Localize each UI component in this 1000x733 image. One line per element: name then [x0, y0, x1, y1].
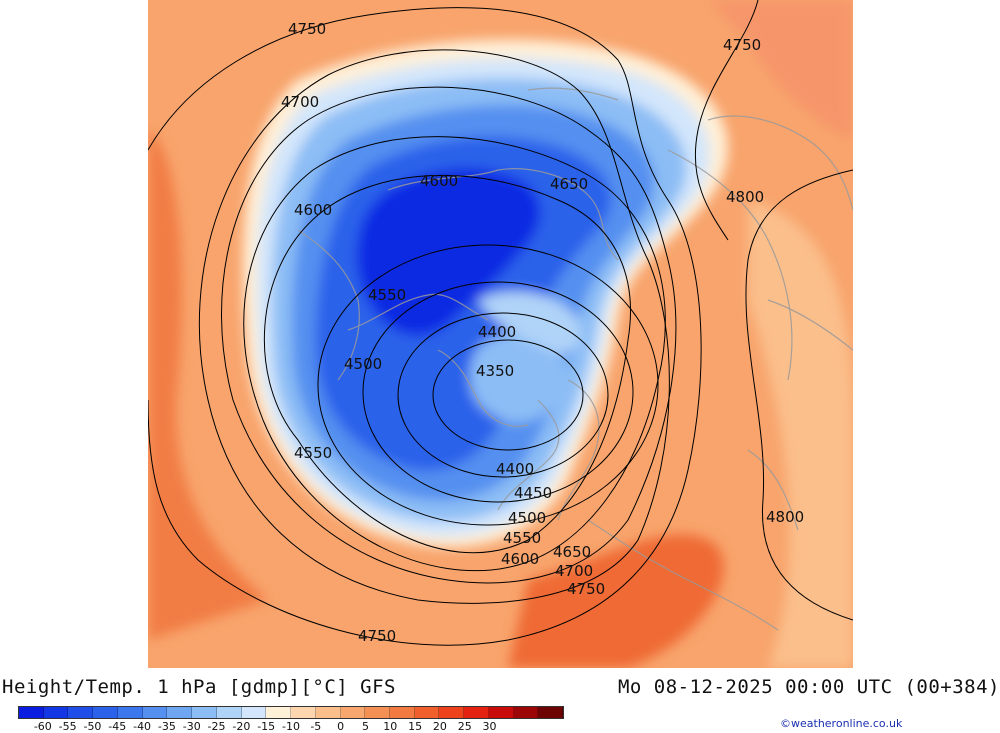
contour-label: 4400 — [478, 323, 516, 341]
colorbar-cell — [167, 707, 193, 718]
colorbar-tick-label: 20 — [432, 720, 447, 733]
map-title: Height/Temp. 1 hPa [gdmp][°C] GFS — [2, 676, 396, 698]
contour-label: 4800 — [766, 508, 804, 526]
contour-4350 — [432, 339, 584, 451]
colorbar-cell — [266, 707, 292, 718]
coastlines — [297, 87, 853, 631]
colorbar-tick-label: -60 — [33, 720, 52, 733]
colorbar-tick-label: -50 — [83, 720, 102, 733]
contour-4400 — [397, 312, 609, 478]
colorbar-tick-label: -15 — [257, 720, 276, 733]
contour-label: 4600 — [501, 550, 539, 568]
colorbar-tick-label: 0 — [337, 720, 345, 733]
colorbar-cell — [43, 707, 69, 718]
colorbar-cell — [216, 707, 242, 718]
contour-label: 4400 — [496, 460, 534, 478]
colorbar-cell — [291, 707, 316, 718]
colorbar-tick-label: -5 — [310, 720, 322, 733]
contour-label: 4650 — [550, 175, 588, 193]
colorbar-cell — [414, 707, 440, 718]
colorbar-tick-label: -20 — [232, 720, 251, 733]
colorbar-cell — [93, 707, 118, 718]
contour-4500 — [317, 244, 659, 526]
colorbar-cell — [315, 707, 341, 718]
contour-labels: 4750 4750 4700 4600 4650 4800 4600 4550 … — [281, 20, 804, 645]
contour-label: 4700 — [281, 93, 319, 111]
colorbar-cell — [439, 707, 465, 718]
colorbar-tick-label: -55 — [58, 720, 77, 733]
map-panel: 4750 4750 4700 4600 4650 4800 4600 4550 … — [148, 0, 853, 668]
colorbar-tick-label: 30 — [482, 720, 497, 733]
colorbar-tick-label: -45 — [108, 720, 127, 733]
colorbar-tick-label: -10 — [282, 720, 300, 733]
contour-label: 4750 — [567, 580, 605, 598]
contour-label: 4800 — [726, 188, 764, 206]
contour-label: 4550 — [368, 286, 406, 304]
colorbar-cell — [142, 707, 168, 718]
contour-label: 4550 — [294, 444, 332, 462]
contour-4650 — [221, 86, 677, 584]
contour-4450 — [362, 281, 634, 503]
colorbar-cell — [192, 707, 217, 718]
contour-label: 4750 — [358, 627, 396, 645]
colorbar-cell — [390, 707, 415, 718]
height-temperature-map: 4750 4750 4700 4600 4650 4800 4600 4550 … — [148, 0, 853, 668]
contour-4700 — [198, 49, 670, 604]
colorbar-tick-label: 15 — [408, 720, 423, 733]
colorbar-cell — [117, 707, 143, 718]
contour-label: 4700 — [555, 562, 593, 580]
colorbar-tick-label: -30 — [182, 720, 201, 733]
contour-label: 4550 — [503, 529, 541, 547]
contour-label: 4500 — [508, 509, 546, 527]
colorbar-cell — [488, 707, 514, 718]
colorbar-cell — [365, 707, 391, 718]
contour-label: 4600 — [294, 201, 332, 219]
colorbar-cell — [68, 707, 94, 718]
credit-link[interactable]: ©weatheronline.co.uk — [780, 717, 903, 730]
contour-4750 — [148, 7, 702, 646]
contour-label: 4750 — [723, 36, 761, 54]
temperature-colorbar — [18, 706, 564, 719]
valid-time: Mo 08-12-2025 00:00 UTC (00+384) — [617, 676, 1000, 698]
contour-label: 4650 — [553, 543, 591, 561]
contour-label: 4750 — [288, 20, 326, 38]
colorbar-cell — [19, 707, 44, 718]
colorbar-tick-label: -35 — [157, 720, 176, 733]
contour-label: 4500 — [344, 355, 382, 373]
colorbar-tick-labels: -60 -55 -50 -45 -40 -35 -30 -25 -20 -15 -10 -5 0 5 10 1… — [18, 720, 564, 733]
colorbar-tick-label: 25 — [457, 720, 472, 733]
colorbar-tick-label: 10 — [383, 720, 398, 733]
height-contours — [148, 0, 853, 646]
colorbar-cell — [340, 707, 366, 718]
colorbar-tick-label: -40 — [133, 720, 152, 733]
colorbar-cell — [513, 707, 539, 718]
contour-4750-ne — [694, 0, 759, 241]
colorbar-cell — [241, 707, 267, 718]
contour-label: 4450 — [514, 484, 552, 502]
colorbar-cell — [464, 707, 489, 718]
temperature-shading — [148, 0, 853, 668]
colorbar-tick-label: 5 — [361, 720, 369, 733]
contour-label: 4350 — [476, 362, 514, 380]
contour-4800 — [745, 169, 853, 621]
contour-label: 4600 — [420, 172, 458, 190]
contour-4550 — [263, 174, 631, 554]
colorbar-cell — [538, 707, 564, 718]
contour-4600 — [243, 136, 666, 572]
colorbar-tick-label: -25 — [207, 720, 226, 733]
